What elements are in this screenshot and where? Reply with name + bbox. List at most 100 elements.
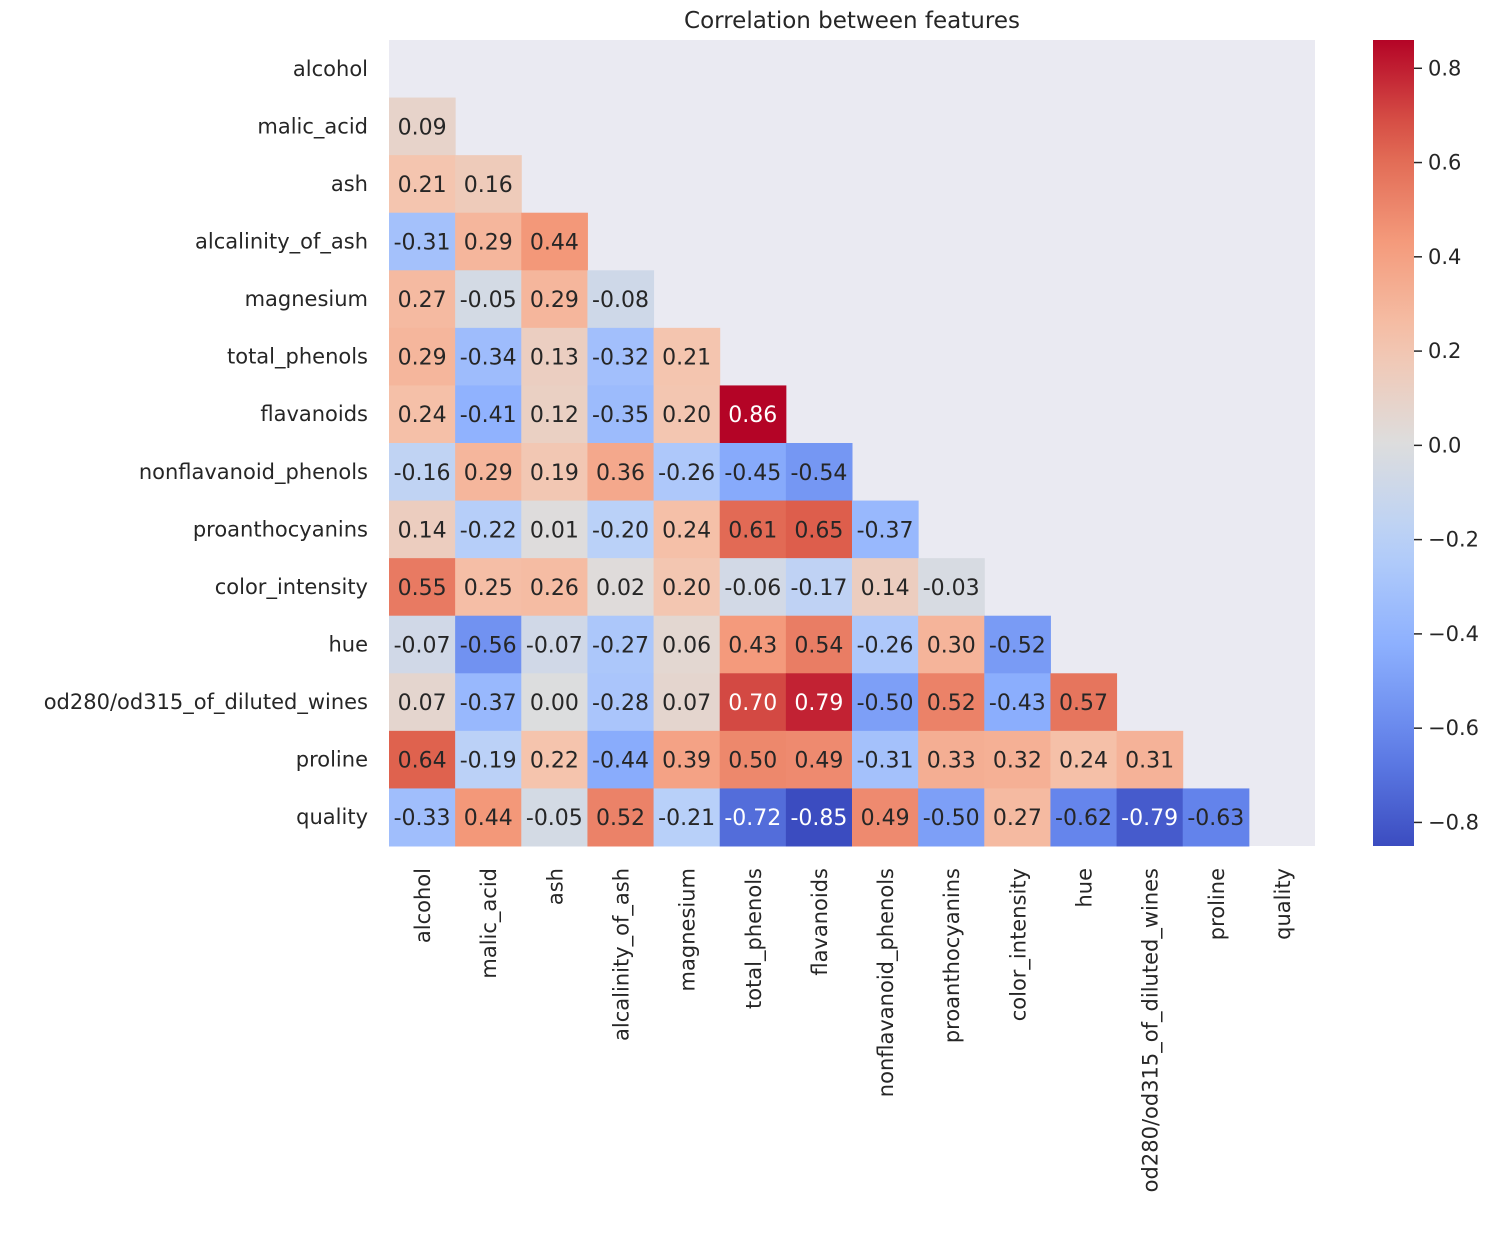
cell-value-label: 0.27 — [398, 288, 447, 313]
heatmap-cell — [521, 327, 588, 386]
cell-value-label: -0.03 — [923, 576, 980, 601]
heatmap-cell — [389, 443, 456, 502]
heatmap-cell — [653, 558, 721, 617]
colorbar-tick-label: −0.6 — [1428, 716, 1479, 740]
cell-value-label: -0.52 — [989, 634, 1046, 659]
heatmap-cell — [455, 673, 522, 732]
cell-value-label: -0.32 — [592, 346, 649, 371]
heatmap-cell — [389, 615, 456, 674]
cell-value-label: 0.12 — [530, 403, 579, 428]
heatmap-cell — [785, 558, 853, 617]
heatmap-cell — [719, 500, 787, 559]
heatmap-cell — [719, 443, 787, 502]
cell-value-label: -0.62 — [1055, 806, 1112, 831]
heatmap-cell — [455, 270, 522, 329]
y-tick-label: nonflavanoid_phenols — [139, 460, 368, 485]
x-tick-label: od280/od315_of_diluted_wines — [1139, 868, 1164, 1192]
colorbar — [1373, 40, 1414, 846]
heatmap-cell — [653, 788, 721, 847]
heatmap-cell — [918, 673, 985, 732]
x-tick-label: magnesium — [676, 868, 700, 991]
cell-value-label: 0.24 — [662, 518, 711, 543]
y-tick-label: flavanoids — [260, 402, 368, 426]
x-tick-label: alcalinity_of_ash — [610, 868, 635, 1041]
heatmap-cell — [785, 443, 853, 502]
cell-value-label: 0.01 — [530, 518, 579, 543]
cell-value-label: -0.17 — [790, 576, 847, 601]
cell-value-label: -0.35 — [592, 403, 649, 428]
cell-value-label: -0.07 — [526, 634, 583, 659]
x-tick-label: hue — [1073, 868, 1097, 908]
cell-value-label: 0.26 — [530, 576, 579, 601]
colorbar-tick-label: 0.2 — [1428, 339, 1461, 363]
cell-value-label: 0.27 — [993, 806, 1042, 831]
x-tick-label: nonflavanoid_phenols — [874, 868, 899, 1097]
heatmap-cell — [918, 730, 985, 789]
heatmap-cell — [852, 788, 919, 847]
heatmap-cell — [455, 730, 522, 789]
heatmap-cell — [653, 730, 721, 789]
cell-value-label: 0.79 — [794, 691, 843, 716]
cell-value-label: 0.20 — [662, 576, 711, 601]
x-tick-label: proanthocyanins — [940, 868, 964, 1043]
colorbar-tick-label: −0.4 — [1428, 622, 1479, 646]
colorbar-tick-label: 0.4 — [1428, 245, 1461, 269]
heatmap-cell — [653, 385, 721, 444]
heatmap-cell — [1182, 788, 1250, 847]
heatmap-cell — [521, 212, 588, 271]
heatmap-cell — [455, 327, 522, 386]
cell-value-label: 0.43 — [728, 634, 777, 659]
cell-value-label: 0.29 — [530, 288, 579, 313]
heatmap-cell — [1050, 673, 1118, 732]
heatmap-cell — [587, 673, 655, 732]
cell-value-label: -0.08 — [592, 288, 649, 313]
cell-value-label: 0.21 — [662, 346, 711, 371]
cell-value-label: 0.57 — [1059, 691, 1108, 716]
cell-value-label: 0.16 — [464, 173, 513, 198]
cell-value-label: -0.54 — [790, 461, 847, 486]
cell-value-label: 0.24 — [398, 403, 447, 428]
heatmap-cell — [521, 443, 588, 502]
cell-value-label: 0.49 — [794, 749, 843, 774]
x-tick-label: malic_acid — [477, 868, 502, 979]
colorbar-tick-label: −0.2 — [1428, 528, 1479, 552]
cell-value-label: 0.33 — [927, 749, 976, 774]
heatmap-cell — [455, 155, 522, 214]
x-axis-tick-labels: alcohol malic_acid ash alcalinity_of_ash mag… — [411, 868, 1295, 1192]
cell-value-label: -0.50 — [857, 691, 914, 716]
cell-value-label: 0.54 — [794, 634, 843, 659]
heatmap-cell — [918, 788, 985, 847]
cell-value-label: -0.31 — [394, 231, 451, 256]
chart-title: Correlation between features — [684, 8, 1020, 34]
cell-value-label: -0.56 — [460, 634, 517, 659]
cell-value-label: -0.50 — [923, 806, 980, 831]
cell-value-label: -0.05 — [460, 288, 517, 313]
heatmap-cells: 0.09 0.21 0.16 -0.31 0.29 0.44 0.27 -0.05 0.29 -0… — [389, 97, 1250, 847]
heatmap-cell — [521, 558, 588, 617]
heatmap-cell — [984, 673, 1051, 732]
colorbar-ticks: 0.8 0.6 0.4 0.2 0.0 −0.2 −0.4 −0.6 −0.8 — [1414, 56, 1479, 834]
heatmap-cell — [455, 615, 522, 674]
cell-value-label: -0.26 — [658, 461, 715, 486]
cell-value-label: -0.63 — [1187, 806, 1244, 831]
heatmap-cell — [389, 270, 456, 329]
cell-value-label: 0.29 — [464, 231, 513, 256]
cell-value-label: -0.33 — [394, 806, 451, 831]
cell-value-label: 0.06 — [662, 634, 711, 659]
cell-value-label: -0.07 — [394, 634, 451, 659]
x-tick-label: proline — [1205, 868, 1229, 940]
cell-value-label: -0.34 — [460, 346, 517, 371]
cell-value-label: -0.31 — [857, 749, 914, 774]
cell-value-label: -0.06 — [724, 576, 781, 601]
heatmap-cell — [653, 500, 721, 559]
heatmap-cell — [1116, 730, 1184, 789]
heatmap-cell — [719, 673, 787, 732]
heatmap-cell — [852, 558, 919, 617]
cell-value-label: 0.07 — [398, 691, 447, 716]
heatmap-cell — [521, 270, 588, 329]
cell-value-label: 0.65 — [794, 518, 843, 543]
cell-value-label: 0.44 — [530, 231, 579, 256]
y-tick-label: alcalinity_of_ash — [195, 230, 368, 255]
cell-value-label: -0.16 — [394, 461, 451, 486]
